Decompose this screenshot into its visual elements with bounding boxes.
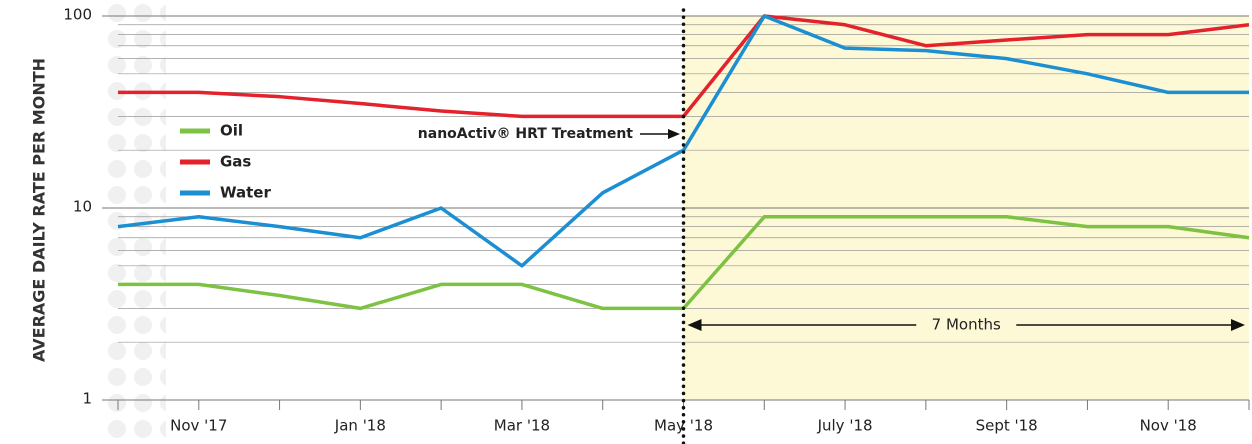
arrowhead [687, 319, 702, 331]
series-line [117, 14, 1249, 268]
span-label-bg [916, 314, 1017, 336]
x-tick-label: Nov '18 [1140, 417, 1197, 435]
y-tick-label: 1 [82, 390, 92, 408]
arrowhead [1231, 319, 1245, 331]
x-tick-label: Mar '18 [494, 417, 550, 435]
legend-label: Gas [220, 153, 251, 171]
y-tick-label: 10 [73, 198, 92, 216]
legend-label: Water [220, 184, 271, 202]
y-axis-label: AVERAGE DAILY RATE PER MONTH [30, 58, 49, 362]
x-tick-label: July '18 [817, 417, 873, 435]
annotation: nanoActiv® HRT Treatment [418, 126, 634, 142]
legend-label: Oil [220, 122, 243, 140]
span-label: 7 Months [932, 316, 1001, 334]
arrowhead [668, 129, 680, 139]
x-tick-label: May '18 [654, 417, 713, 435]
x-tick-label: Jan '18 [334, 417, 386, 435]
y-tick-label: 100 [63, 6, 92, 24]
x-tick-label: Sept '18 [976, 417, 1038, 435]
x-tick-label: Nov '17 [170, 417, 227, 435]
